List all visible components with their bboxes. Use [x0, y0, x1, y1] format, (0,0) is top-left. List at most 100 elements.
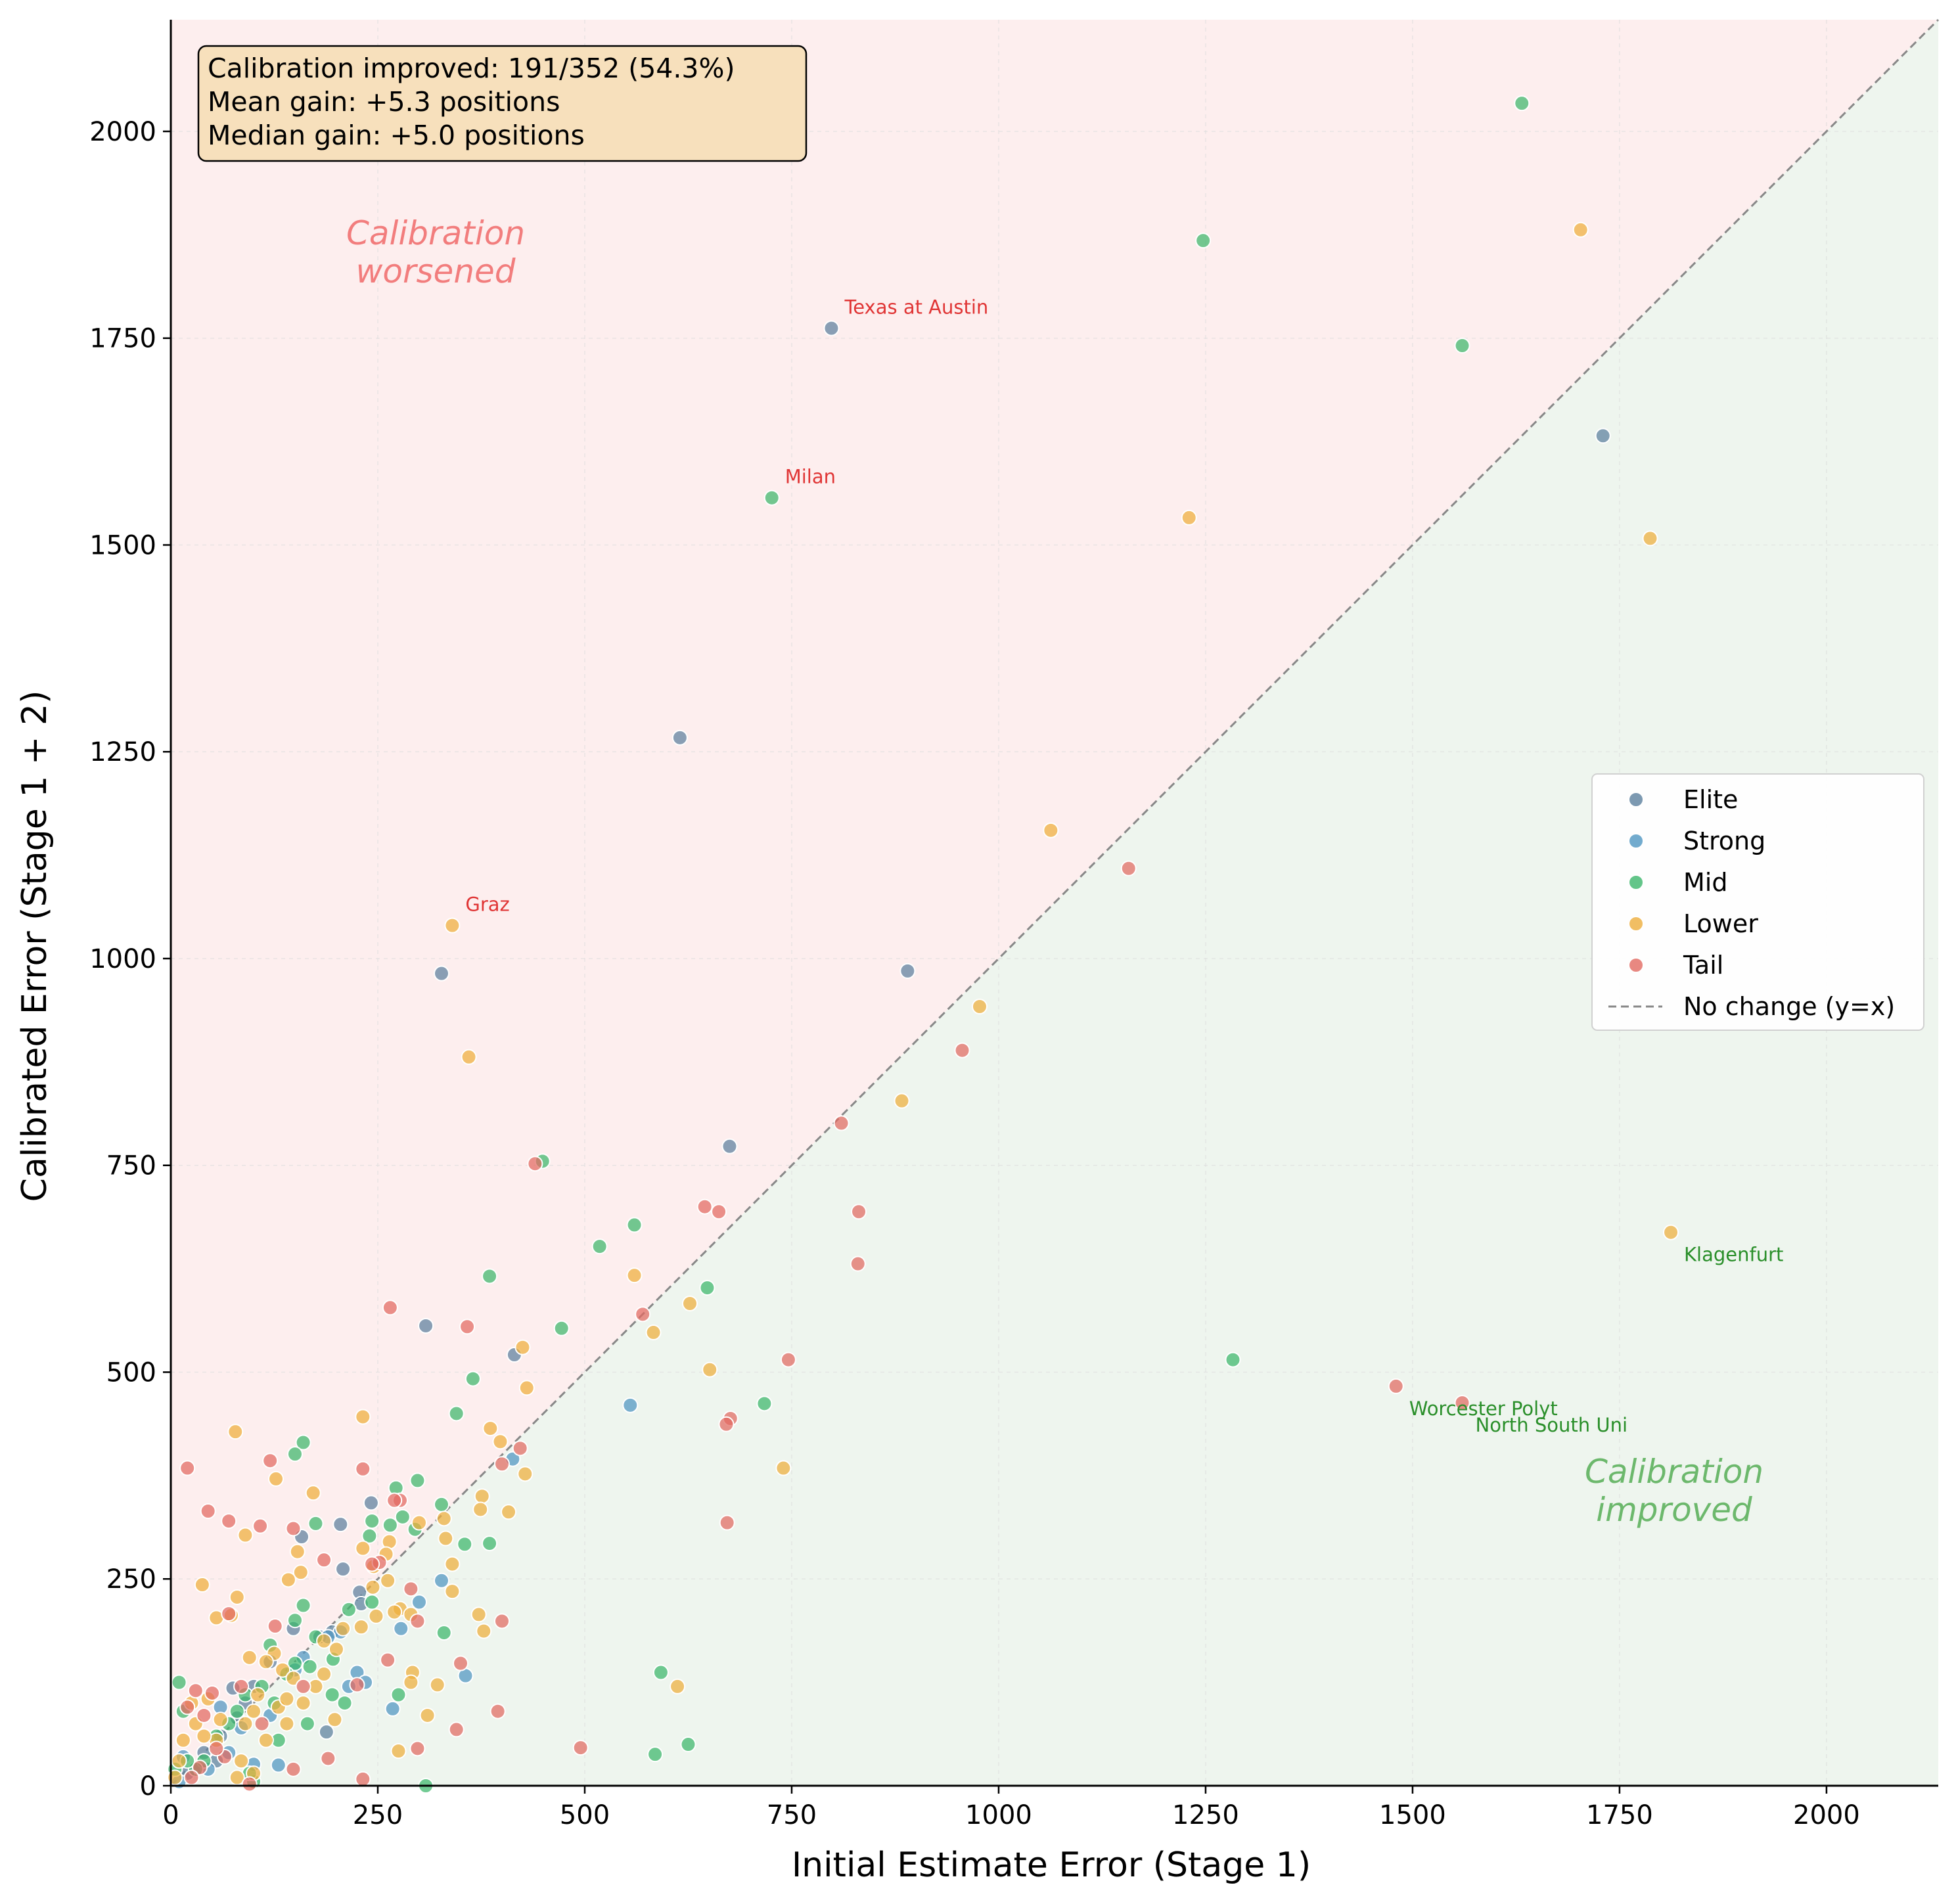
- data-point-tail: [382, 1300, 398, 1316]
- data-point-tail: [254, 1715, 270, 1732]
- data-point-lower: [171, 1753, 187, 1769]
- data-point-tail: [493, 1456, 510, 1472]
- data-point-lower: [436, 1510, 452, 1527]
- data-point-lower: [894, 1093, 910, 1109]
- data-point-elite: [823, 320, 840, 336]
- data-point-strong: [434, 1572, 450, 1589]
- data-point-mid: [361, 1528, 378, 1544]
- data-point-lower: [518, 1380, 535, 1396]
- data-point-lower: [305, 1485, 321, 1501]
- stats-line-mean-gain: Mean gain: +5.3 positions: [208, 86, 560, 118]
- data-point-tail: [719, 1514, 735, 1531]
- data-point-mid: [340, 1601, 357, 1618]
- data-point-lower: [472, 1501, 489, 1518]
- data-point-tail: [200, 1503, 216, 1520]
- legend: Elite Strong Mid Lower Tail No change (y=x): [1591, 773, 1924, 1031]
- legend-marker-strong: [1628, 833, 1644, 849]
- data-point-tail: [851, 1204, 867, 1220]
- data-point-lower: [365, 1579, 381, 1595]
- data-point-tail: [241, 1776, 258, 1792]
- data-point-tail: [320, 1750, 336, 1767]
- y-tick-label: 1250: [89, 737, 156, 767]
- data-point-lower: [275, 1662, 291, 1678]
- data-point-tail: [1454, 1395, 1470, 1411]
- x-tick-label: 1500: [1379, 1800, 1446, 1830]
- legend-marker-lower: [1628, 916, 1644, 932]
- x-tick-label: 1750: [1586, 1800, 1653, 1830]
- data-point-lower: [316, 1633, 332, 1649]
- data-point-strong: [384, 1700, 401, 1717]
- data-point-lower: [289, 1543, 306, 1560]
- data-point-tail: [204, 1685, 220, 1701]
- data-point-lower: [258, 1732, 274, 1748]
- data-point-lower: [295, 1695, 311, 1711]
- annotation-label: North South Uni: [1476, 1414, 1628, 1436]
- data-point-mid: [171, 1674, 187, 1690]
- region-label-worsened: Calibration worsened: [346, 214, 525, 290]
- data-point-lower: [461, 1049, 477, 1065]
- data-point-elite: [318, 1724, 334, 1740]
- data-point-mid: [482, 1535, 498, 1552]
- data-point-mid: [364, 1594, 380, 1610]
- data-point-tail: [409, 1613, 426, 1629]
- data-point-lower: [514, 1339, 531, 1355]
- data-point-mid: [299, 1715, 315, 1732]
- data-point-strong: [270, 1757, 286, 1773]
- data-point-lower: [227, 1424, 244, 1440]
- data-point-mid: [307, 1515, 324, 1531]
- data-point-tail: [711, 1204, 727, 1220]
- annotation-label: Milan: [785, 466, 836, 488]
- data-point-tail: [512, 1440, 528, 1457]
- region-label-line: Calibration: [1585, 1453, 1763, 1491]
- data-point-tail: [448, 1721, 465, 1738]
- data-point-lower: [1642, 530, 1658, 547]
- data-point-lower: [1043, 822, 1059, 838]
- y-tick-label: 1500: [89, 530, 156, 560]
- data-point-mid: [302, 1658, 318, 1675]
- y-tick-label: 500: [106, 1357, 156, 1388]
- data-point-lower: [368, 1608, 384, 1624]
- data-point-mid: [652, 1664, 669, 1681]
- data-point-lower: [971, 999, 988, 1015]
- data-point-tail: [452, 1655, 468, 1671]
- data-point-lower: [438, 1530, 454, 1547]
- data-point-lower: [470, 1606, 487, 1623]
- data-point-mid: [390, 1687, 407, 1703]
- data-point-strong: [622, 1397, 639, 1413]
- data-point-lower: [419, 1707, 436, 1723]
- data-point-lower: [279, 1690, 295, 1707]
- axes: [170, 20, 1938, 1787]
- data-point-strong: [411, 1594, 427, 1610]
- data-point-tail: [252, 1518, 269, 1534]
- data-point-mid: [436, 1625, 452, 1641]
- y-axis-title: Calibrated Error (Stage 1 + 2): [15, 691, 55, 1202]
- data-point-tail: [187, 1683, 204, 1699]
- legend-label: Strong: [1683, 827, 1765, 855]
- data-point-mid: [434, 1496, 450, 1512]
- annotation-label: Graz: [465, 894, 509, 916]
- data-point-elite: [363, 1495, 379, 1511]
- data-point-lower: [292, 1564, 309, 1581]
- x-tick-label: 500: [560, 1800, 610, 1830]
- legend-label: Lower: [1683, 909, 1758, 938]
- data-point-lower: [196, 1728, 212, 1744]
- data-point-tail: [183, 1769, 200, 1786]
- legend-marker-elite: [1628, 792, 1644, 807]
- data-point-lower: [444, 917, 461, 934]
- data-point-lower: [233, 1753, 250, 1769]
- data-point-mid: [286, 1446, 303, 1462]
- data-point-lower: [626, 1267, 643, 1284]
- data-point-mid: [465, 1371, 481, 1387]
- y-axis-ticks: 0 250 500 750 1000 1250 1500 1750 2000: [89, 117, 171, 1802]
- data-point-mid: [647, 1746, 664, 1763]
- data-point-lower: [501, 1504, 517, 1520]
- data-point-lower: [681, 1295, 698, 1311]
- data-point-mid: [756, 1395, 773, 1412]
- data-point-lower: [353, 1619, 369, 1635]
- legend-label: Elite: [1683, 785, 1738, 814]
- y-tick-label: 0: [140, 1771, 156, 1802]
- data-point-lower: [241, 1649, 258, 1666]
- stats-box: Calibration improved: 191/352 (54.3%) Me…: [197, 45, 807, 162]
- annotation-label: Klagenfurt: [1684, 1244, 1783, 1266]
- legend-items: Elite Strong Mid Lower Tail No change (y=x): [1608, 785, 1895, 1021]
